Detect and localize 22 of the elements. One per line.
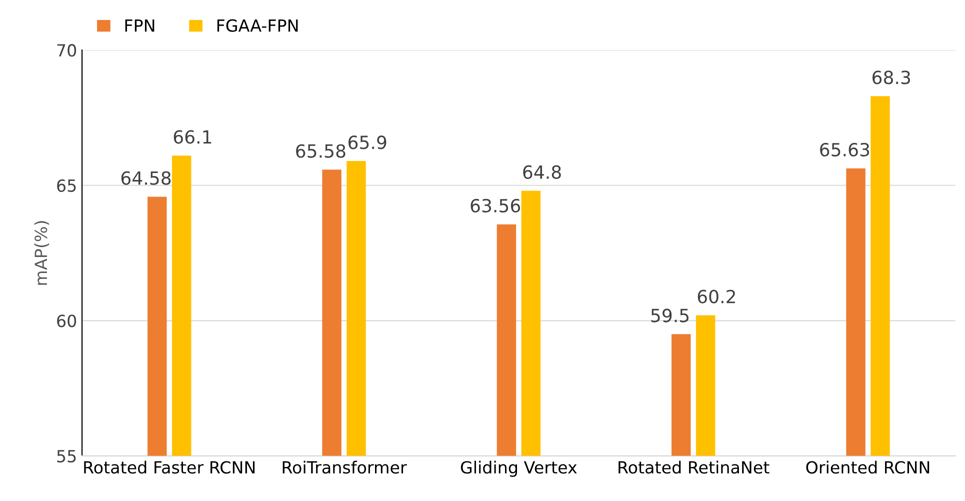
data-label: 68.3 [872,70,910,84]
y-axis-title: mAP(%) [34,221,50,285]
y-tick-label: 65 [57,179,76,192]
x-tick-label: Rotated Faster RCNN [84,460,255,474]
y-tick-label: 60 [57,314,76,328]
legend-label: FGAA-FPN [217,19,298,32]
data-label: 59.5 [651,308,689,322]
x-tick-label: Gliding Vertex [460,460,577,477]
y-tick-label: 55 [57,450,76,462]
data-label: 64.58 [121,171,171,185]
data-label: 66.1 [174,130,212,144]
data-label: 60.2 [698,290,735,304]
data-label: 65.9 [348,136,386,150]
x-tick-label: Oriented RCNN [806,460,930,474]
y-tick-label: 70 [57,44,76,57]
legend-label: FPN [125,19,154,32]
data-label: 64.8 [523,165,561,179]
data-label: 63.56 [470,198,520,212]
data-label: 65.63 [820,142,870,156]
x-tick-label: Rotated RetinaNet [618,460,770,474]
x-tick-label: RoiTransformer [282,460,407,474]
data-label: 65.58 [296,144,346,158]
